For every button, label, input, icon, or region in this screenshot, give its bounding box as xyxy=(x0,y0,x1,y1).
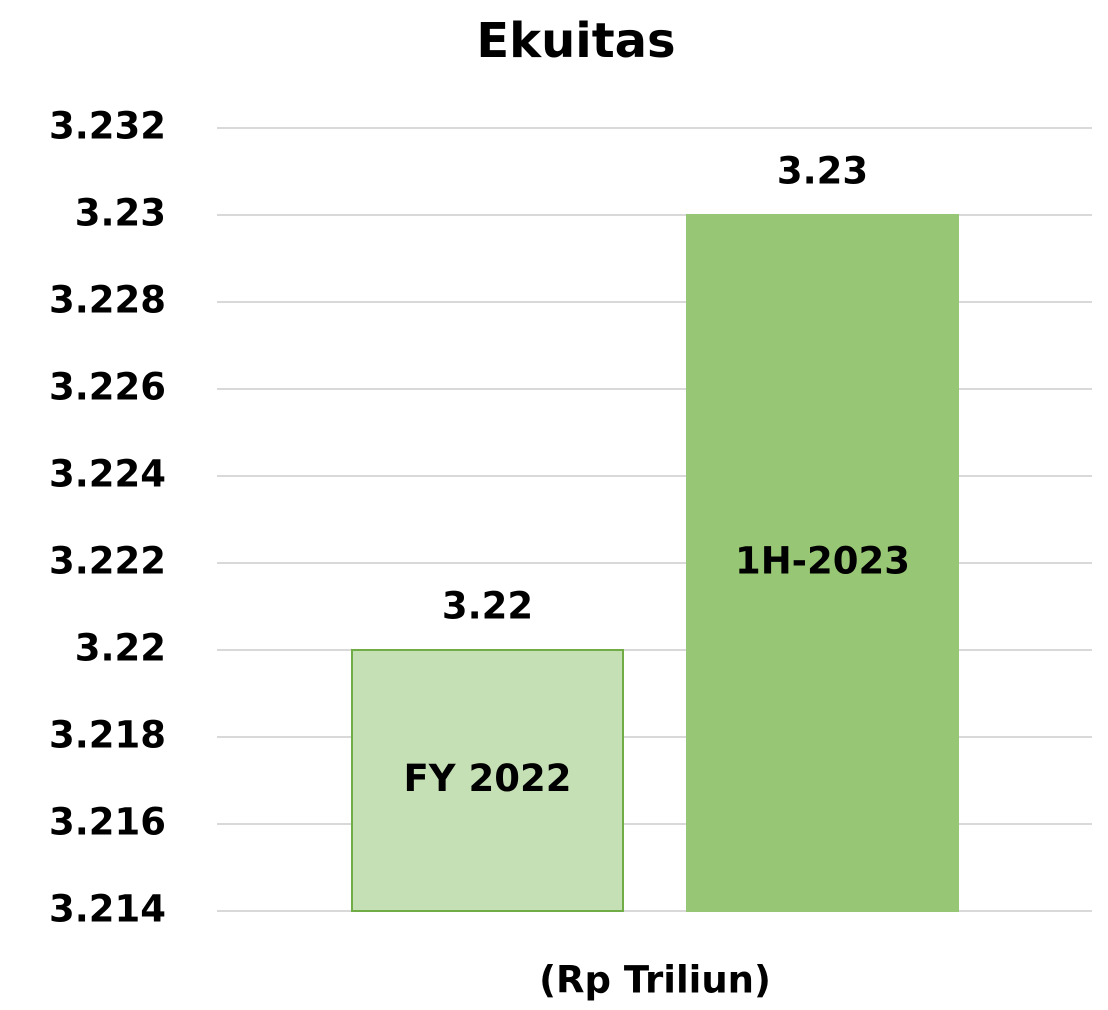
y-tick-label: 3.228 xyxy=(49,279,166,322)
y-tick-label: 3.214 xyxy=(49,888,166,931)
y-tick-label: 3.226 xyxy=(49,366,166,409)
y-tick-label: 3.22 xyxy=(75,627,166,670)
y-tick-label: 3.232 xyxy=(49,105,166,148)
y-tick-label: 3.216 xyxy=(49,801,166,844)
category-label: FY 2022 xyxy=(404,757,572,800)
y-tick-label: 3.23 xyxy=(75,192,166,235)
bar xyxy=(351,649,624,912)
data-label: 3.22 xyxy=(442,585,533,628)
y-tick-label: 3.224 xyxy=(49,453,166,496)
bar xyxy=(686,214,959,912)
x-axis-label: (Rp Triliun) xyxy=(539,959,771,1002)
chart-title: Ekuitas xyxy=(476,13,675,69)
category-label: 1H-2023 xyxy=(735,540,910,583)
y-tick-label: 3.218 xyxy=(49,714,166,757)
y-tick-label: 3.222 xyxy=(49,540,166,583)
data-label: 3.23 xyxy=(777,150,868,193)
